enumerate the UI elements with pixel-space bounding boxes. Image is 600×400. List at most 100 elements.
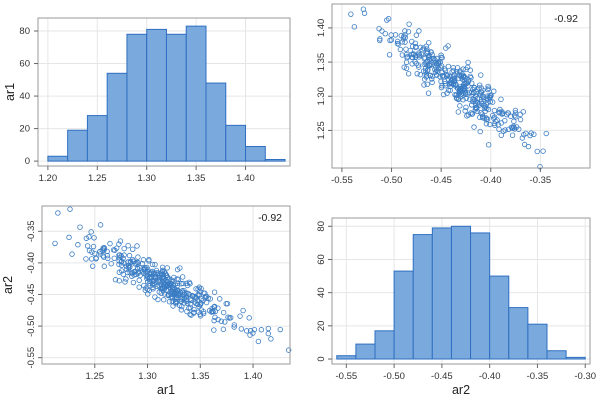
scatter-point [428, 62, 435, 68]
scatter-point [91, 250, 98, 257]
x-tick-label: 1.40 [236, 173, 255, 184]
scatter-point [137, 265, 143, 271]
scatter-point [244, 328, 250, 334]
scatter-point [117, 238, 124, 244]
scatter-point [462, 108, 468, 114]
x-tick-label: -0.40 [479, 371, 501, 382]
scatter-point [174, 276, 180, 282]
scatter-point [121, 245, 127, 252]
scatter-point [424, 46, 430, 52]
scatter-point [180, 280, 186, 287]
scatter-point [472, 96, 478, 103]
scatter-point [86, 234, 92, 240]
y-tick-label: 60 [316, 254, 327, 265]
x-tick-label: -0.55 [331, 175, 353, 186]
scatter-point [69, 251, 75, 257]
scatter-point [174, 288, 180, 294]
scatter-point [165, 292, 171, 298]
scatter-point [430, 55, 437, 62]
scatter-point [487, 95, 493, 101]
scatter-point [160, 297, 167, 303]
scatter-point [488, 92, 494, 98]
scatter-point [169, 285, 176, 291]
scatter-point [277, 326, 283, 333]
scatter-point [521, 132, 527, 138]
x-tick-label: 1.35 [187, 173, 206, 184]
scatter-point [101, 263, 107, 269]
histogram-bar [470, 232, 491, 360]
scatter-point [427, 61, 434, 67]
scatter-point [511, 124, 517, 131]
scatter-point [268, 336, 274, 342]
scatter-point [483, 95, 490, 101]
scatter-point [152, 275, 159, 282]
scatter-point [471, 90, 477, 96]
scatter-point [446, 81, 453, 87]
scatter-point [511, 112, 518, 119]
scatter-point [285, 347, 292, 353]
scatter-point [496, 110, 502, 116]
plot-frame [331, 217, 591, 365]
scatter-point [468, 75, 474, 81]
x-tick-label: -0.35 [527, 371, 549, 382]
y-axis-title: ar2 [1, 276, 15, 294]
scatter-point [401, 33, 407, 40]
scatter-point [508, 124, 515, 131]
scatter-point [125, 242, 131, 249]
scatter-point [416, 50, 422, 56]
y-tick-label: 1.35 [316, 53, 327, 71]
y-tick-label: 1.30 [316, 87, 327, 106]
x-tick-label: 1.30 [138, 371, 157, 382]
y-tick-label: -0.55 [26, 347, 37, 369]
x-tick-label: -0.40 [480, 175, 502, 186]
y-tick-label: 0 [316, 356, 327, 361]
scatter-point [162, 270, 169, 277]
scatter-point [462, 85, 468, 91]
scatter-point [135, 254, 141, 260]
histogram-bar [565, 356, 586, 360]
scatter-point [392, 32, 399, 38]
scatter-point [409, 61, 415, 67]
scatter-point [113, 245, 120, 251]
scatter-point [387, 37, 393, 44]
histogram-bar [185, 25, 207, 162]
histogram-bar [450, 225, 472, 360]
scatter-point [255, 338, 262, 345]
scatter-point [116, 241, 122, 247]
scatter-point [461, 74, 467, 80]
scatter-point [483, 117, 490, 123]
scatter-point [433, 67, 440, 73]
scatter-point [476, 82, 483, 88]
scatter-point [457, 103, 463, 109]
scatter-point [222, 319, 228, 325]
scatter-point [187, 311, 193, 317]
y-tick-label: 1.40 [316, 19, 327, 37]
scatter-point [465, 59, 471, 66]
scatter-point [517, 111, 523, 118]
scatter-point [90, 243, 97, 250]
x-tick-label: -0.35 [530, 175, 552, 186]
scatter-point [438, 84, 445, 91]
scatter-point [477, 128, 483, 135]
scatter-point [428, 49, 434, 55]
scatter-point [512, 107, 519, 114]
scatter-point [463, 104, 469, 110]
scatter-point [459, 91, 465, 97]
scatter-point [184, 300, 191, 306]
scatter-point [225, 314, 231, 320]
scatter-point [438, 78, 444, 85]
scatter-point [498, 96, 504, 103]
scatter-point [519, 135, 526, 141]
scatter-point [97, 222, 104, 228]
scatter-point [121, 260, 127, 266]
y-axis: 1.25 1.30 1.35 1.40 [316, 19, 332, 140]
scatter-point [468, 110, 474, 116]
scatter-point [75, 242, 81, 248]
scatter-point [187, 304, 194, 311]
scatter-point [534, 148, 540, 155]
scatter-point [361, 10, 368, 16]
y-tick-label: 20 [19, 124, 30, 135]
scatter-point [165, 293, 172, 299]
scatter-point [187, 281, 193, 287]
